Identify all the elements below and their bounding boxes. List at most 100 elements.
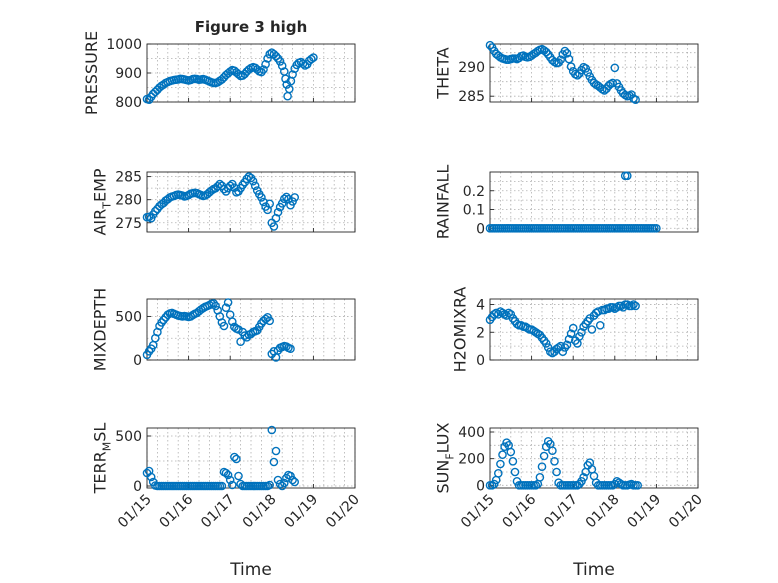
axes-box xyxy=(489,427,699,489)
data-point xyxy=(269,222,279,231)
subplot-rainfall: 0 0.1 0.2 RAINFALL xyxy=(434,165,699,239)
data-point xyxy=(271,446,281,456)
data-point xyxy=(146,472,156,482)
data-point xyxy=(150,206,160,216)
data-point xyxy=(282,342,291,351)
axes-box xyxy=(489,298,699,361)
data-point xyxy=(234,471,243,481)
data-point xyxy=(282,192,291,202)
data-point xyxy=(566,62,576,71)
y-tick-label: 285 xyxy=(458,89,485,105)
data-point xyxy=(227,317,237,327)
y-tick-label: 4 xyxy=(476,298,485,314)
data-point xyxy=(221,468,231,478)
y-axis-label: SUNFLUX xyxy=(434,422,457,493)
data-point xyxy=(290,477,300,487)
y-tick-label: 0 xyxy=(476,221,485,237)
y-tick-label: 0 xyxy=(133,479,142,495)
data-point xyxy=(550,456,559,466)
x-axis-label-left: Time xyxy=(229,560,272,580)
data-point xyxy=(577,327,586,337)
subplot-sun-flux: 0 200 400 01/15 01/16 01/17 01/18 01/19 01/20 SUN… xyxy=(434,422,706,531)
data-point xyxy=(279,478,289,488)
data-point xyxy=(489,479,499,489)
plot-area xyxy=(490,428,698,488)
data-point xyxy=(159,80,168,89)
data-point xyxy=(539,451,549,461)
y-tick-label: 0.1 xyxy=(463,203,485,219)
data-point xyxy=(263,54,272,63)
data-point xyxy=(257,67,266,77)
y-tick-label: 0.2 xyxy=(463,184,485,200)
data-point xyxy=(277,199,287,208)
data-point xyxy=(211,301,220,311)
data-point xyxy=(225,67,235,76)
data-point xyxy=(288,197,297,206)
data-point xyxy=(548,446,557,456)
data-point xyxy=(225,475,235,485)
data-point xyxy=(566,329,576,339)
y-tick-label: 500 xyxy=(115,429,142,445)
y-tick-label: 0 xyxy=(476,478,485,494)
data-point xyxy=(223,470,233,480)
data-point xyxy=(234,325,243,334)
data-point xyxy=(652,223,661,233)
data-point xyxy=(290,193,300,202)
y-tick-label: 290 xyxy=(458,60,485,76)
data-point xyxy=(623,171,632,181)
data-point xyxy=(506,447,516,457)
data-point xyxy=(556,55,566,65)
y-tick-label: 275 xyxy=(115,216,142,232)
x-tick-label: 01/17 xyxy=(541,492,581,532)
y-axis-label: H2OMIXRA xyxy=(451,287,470,373)
y-tick-label: 0 xyxy=(476,353,485,369)
axes-box xyxy=(146,171,356,233)
data-point xyxy=(232,454,241,464)
x-tick-label: 01/16 xyxy=(157,491,197,531)
y-tick-label: 285 xyxy=(115,170,142,186)
data-point xyxy=(269,457,279,467)
data-point xyxy=(600,86,609,95)
data-point xyxy=(217,481,227,491)
axes-box xyxy=(146,298,356,361)
data-point xyxy=(485,40,495,50)
x-tick-label: 01/19 xyxy=(624,492,664,532)
data-point xyxy=(631,95,640,104)
data-point xyxy=(230,452,239,462)
x-tick-label: 01/19 xyxy=(281,492,321,532)
y-tick-label: 500 xyxy=(115,309,142,325)
y-tick-label: 1000 xyxy=(106,37,142,53)
data-point xyxy=(543,343,553,352)
data-point xyxy=(610,63,620,73)
data-point xyxy=(265,199,275,209)
data-point xyxy=(279,194,289,204)
data-point xyxy=(541,339,551,348)
subplot-theta: 285 290 THETA xyxy=(434,40,699,105)
y-axis-label: AIRTEMP xyxy=(91,168,114,235)
data-point xyxy=(631,301,640,311)
y-tick-label: 800 xyxy=(115,95,142,111)
data-point xyxy=(587,325,597,334)
data-point xyxy=(281,74,290,84)
data-point xyxy=(514,53,524,63)
data-point xyxy=(257,193,266,202)
axes-box xyxy=(489,43,699,103)
data-point xyxy=(531,480,541,490)
subplot-terr-msl: 0 500 01/15 01/16 01/17 01/18 01/19 01/20 TERRMS… xyxy=(91,423,363,532)
data-point xyxy=(271,51,281,61)
subplot-h2omixra: 0 2 4 H2OMIXRA xyxy=(451,287,699,373)
data-point xyxy=(562,49,572,58)
data-point xyxy=(612,302,622,312)
data-point xyxy=(535,472,545,482)
data-point xyxy=(564,54,574,64)
x-tick-label: 01/17 xyxy=(198,492,238,532)
data-point xyxy=(225,181,235,191)
y-tick-label: 0 xyxy=(133,353,142,369)
data-point xyxy=(275,57,285,66)
data-point xyxy=(259,65,268,74)
x-tick-label: 01/18 xyxy=(240,492,280,532)
data-point xyxy=(583,68,593,77)
x-tick-label: 01/16 xyxy=(500,491,540,531)
x-tick-label: 01/20 xyxy=(323,492,363,532)
data-point xyxy=(144,212,154,222)
